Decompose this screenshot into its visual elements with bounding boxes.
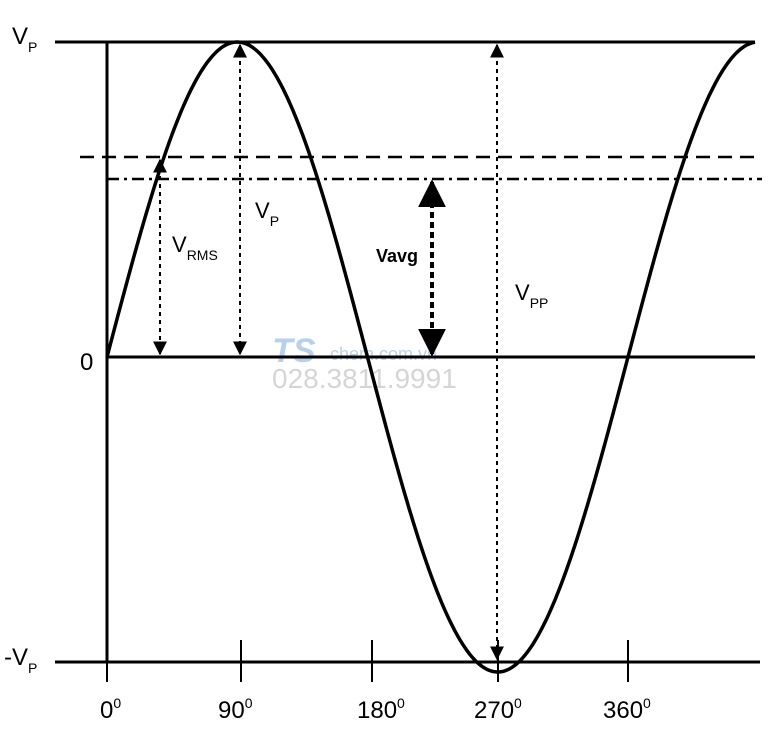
x-label: 1800: [357, 695, 405, 724]
annotation: VP: [255, 198, 279, 229]
watermark-phone: 028.3811.9991: [272, 363, 457, 394]
x-label: 2700: [474, 695, 522, 724]
annotation: VPP: [515, 280, 548, 311]
y-label: VP: [12, 23, 37, 55]
x-label: 3600: [603, 695, 651, 724]
x-label: 900: [218, 695, 253, 724]
y-label: 0: [80, 349, 93, 376]
annotation: Vavg: [376, 246, 418, 266]
y-label: -VP: [4, 644, 37, 676]
annotation: VRMS: [172, 232, 218, 263]
x-label: 00: [100, 695, 121, 724]
sine-wave: [105, 40, 756, 674]
watermark-logo: TS: [272, 332, 316, 370]
watermark-site: chem.com.vn: [330, 344, 437, 364]
watermark: TS chem.com.vn 028.3811.9991: [272, 332, 457, 394]
